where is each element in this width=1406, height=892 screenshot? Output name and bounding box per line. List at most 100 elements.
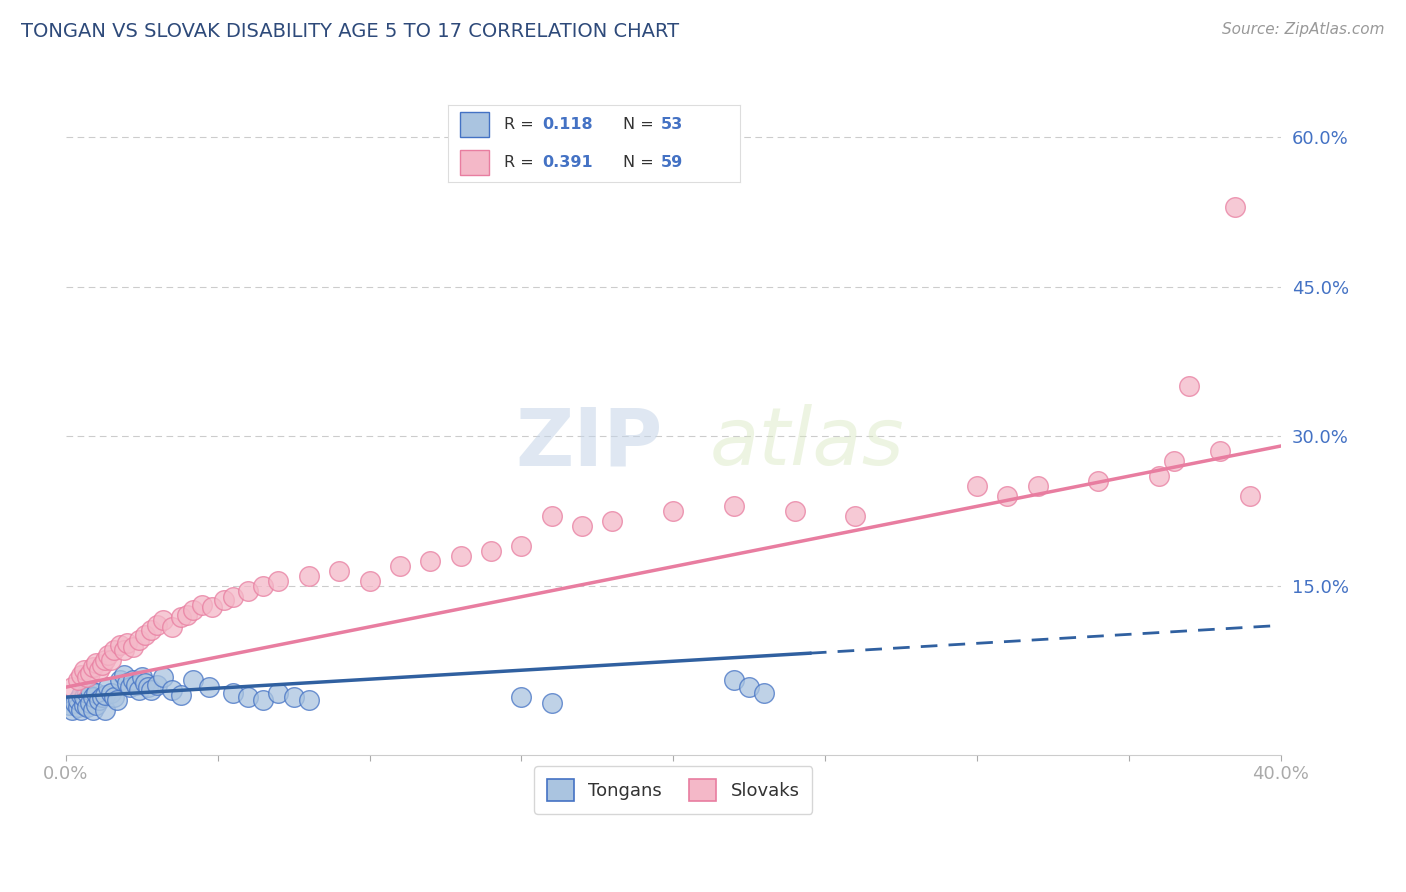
Point [571, 518, 593, 533]
Point [60, 703, 83, 717]
Point [110, 638, 132, 652]
Text: atlas: atlas [710, 404, 904, 483]
Point [267, 574, 290, 588]
Point [139, 683, 162, 698]
Point [966, 479, 988, 493]
Point [76, 700, 98, 714]
Point [170, 688, 193, 702]
Point [754, 686, 776, 700]
Point [84, 698, 107, 712]
Point [222, 591, 245, 605]
Point [115, 676, 138, 690]
Point [1239, 489, 1261, 503]
Point [70, 688, 93, 702]
Point [160, 683, 183, 698]
Point [79, 696, 101, 710]
Point [723, 673, 745, 688]
Point [97, 648, 120, 663]
Point [298, 568, 321, 582]
Point [94, 653, 117, 667]
Point [115, 636, 138, 650]
Point [1209, 444, 1232, 458]
Point [236, 690, 259, 705]
Point [73, 690, 96, 705]
Point [63, 696, 86, 710]
Point [94, 703, 117, 717]
Point [66, 693, 89, 707]
Point [97, 680, 120, 694]
Point [388, 558, 411, 573]
Point [419, 554, 441, 568]
Point [76, 670, 98, 684]
Point [1087, 474, 1109, 488]
Point [73, 698, 96, 712]
Point [995, 489, 1018, 503]
Point [84, 686, 107, 700]
Point [359, 574, 381, 588]
Point [252, 693, 274, 707]
Point [89, 693, 111, 707]
Point [267, 686, 290, 700]
Point [128, 683, 150, 698]
Point [84, 657, 107, 671]
Point [100, 686, 122, 700]
Point [252, 578, 274, 592]
Point [236, 583, 259, 598]
Point [91, 658, 114, 673]
Point [107, 693, 129, 707]
Point [212, 593, 235, 607]
Point [112, 668, 135, 682]
Point [82, 690, 104, 705]
Point [58, 698, 80, 712]
Point [510, 539, 533, 553]
Point [1147, 469, 1170, 483]
Point [70, 668, 93, 682]
Point [100, 653, 122, 667]
Point [298, 693, 321, 707]
Point [176, 608, 198, 623]
Point [1178, 379, 1201, 393]
Point [118, 680, 141, 694]
Point [510, 690, 533, 705]
Point [283, 690, 305, 705]
Point [76, 686, 98, 700]
Point [89, 663, 111, 677]
Point [738, 680, 761, 694]
Point [128, 633, 150, 648]
Point [134, 676, 156, 690]
Point [183, 673, 205, 688]
Point [183, 603, 205, 617]
Point [124, 678, 146, 692]
Point [540, 696, 562, 710]
Point [170, 610, 193, 624]
Point [723, 499, 745, 513]
Point [146, 678, 169, 692]
Point [70, 703, 93, 717]
Point [131, 670, 153, 684]
Point [139, 624, 162, 638]
Point [602, 514, 624, 528]
Point [79, 666, 101, 681]
Point [222, 686, 245, 700]
Point [103, 643, 125, 657]
Point [134, 628, 156, 642]
Point [82, 660, 104, 674]
Point [152, 614, 174, 628]
Point [200, 600, 222, 615]
Text: ZIP: ZIP [515, 404, 662, 483]
Point [66, 673, 89, 688]
Point [66, 700, 89, 714]
Point [1223, 200, 1246, 214]
Text: TONGAN VS SLOVAK DISABILITY AGE 5 TO 17 CORRELATION CHART: TONGAN VS SLOVAK DISABILITY AGE 5 TO 17 … [21, 22, 679, 41]
Legend: Tongans, Slovaks: Tongans, Slovaks [534, 766, 813, 814]
Text: Source: ZipAtlas.com: Source: ZipAtlas.com [1222, 22, 1385, 37]
Point [121, 640, 143, 655]
Point [450, 549, 472, 563]
Point [328, 564, 350, 578]
Point [662, 504, 685, 518]
Point [146, 618, 169, 632]
Point [73, 663, 96, 677]
Point [191, 599, 214, 613]
Point [82, 703, 104, 717]
Point [112, 643, 135, 657]
